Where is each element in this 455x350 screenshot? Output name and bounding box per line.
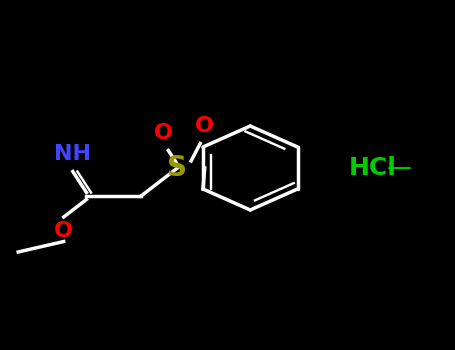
Text: NH: NH: [54, 144, 91, 164]
Text: —: —: [387, 156, 412, 180]
Text: O: O: [154, 123, 173, 143]
Text: O: O: [195, 116, 214, 136]
Text: S: S: [167, 154, 187, 182]
Text: O: O: [54, 221, 73, 241]
Text: HCl: HCl: [349, 156, 397, 180]
